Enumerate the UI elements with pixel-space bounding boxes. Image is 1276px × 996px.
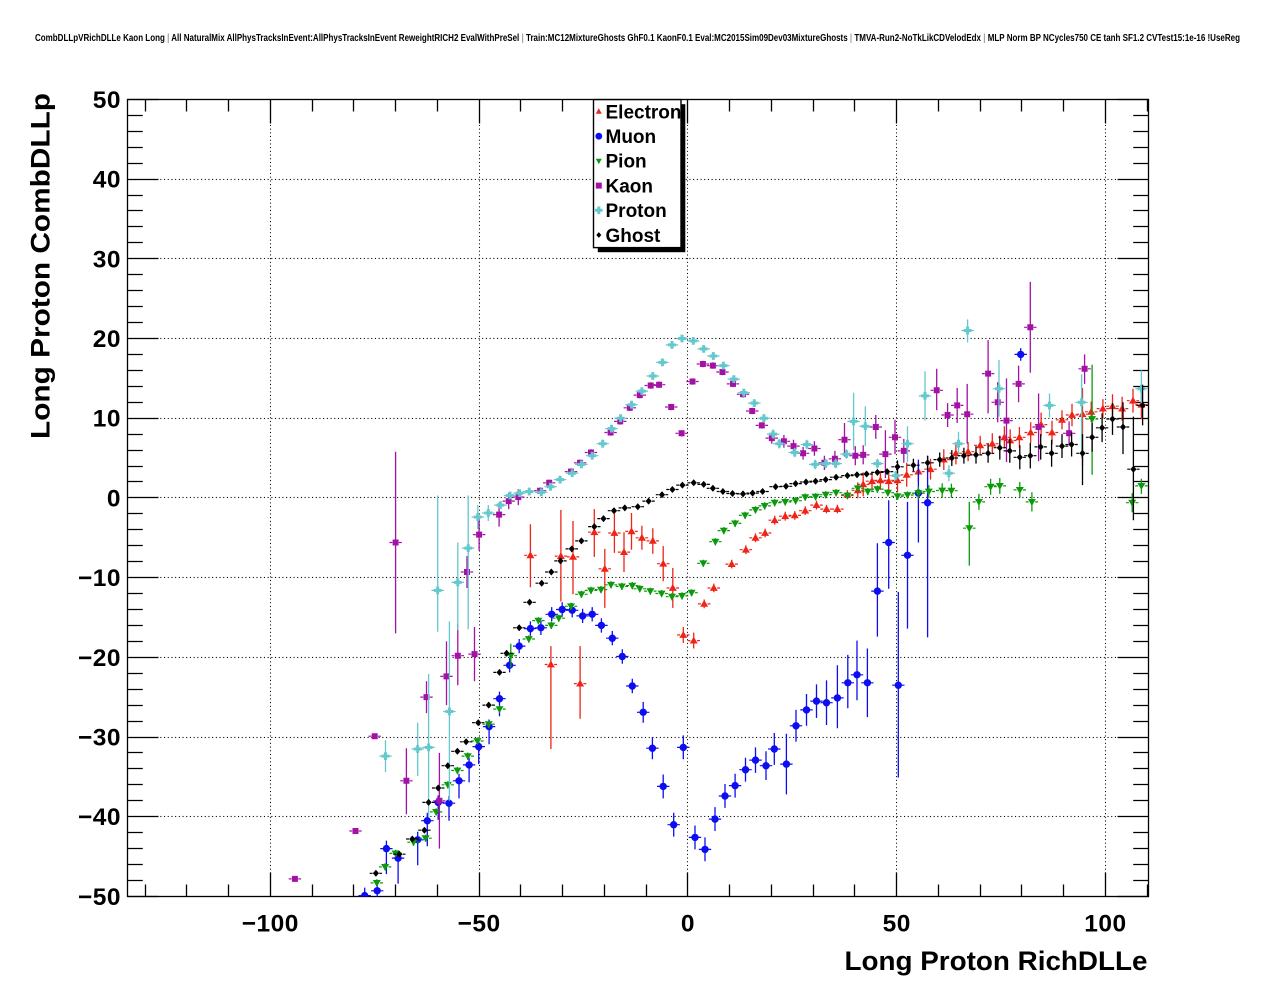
svg-text:0: 0 (107, 485, 121, 512)
svg-text:Muon: Muon (606, 127, 657, 148)
svg-text:−100: −100 (242, 911, 299, 938)
svg-text:50: 50 (93, 87, 121, 114)
svg-text:Long Proton CombDLLp: Long Proton CombDLLp (26, 93, 56, 439)
svg-text:30: 30 (93, 246, 121, 273)
svg-text:−20: −20 (78, 645, 121, 672)
svg-text:−30: −30 (78, 725, 121, 752)
svg-text:−50: −50 (458, 911, 501, 938)
svg-text:Proton: Proton (606, 201, 667, 222)
svg-text:10: 10 (93, 406, 121, 433)
svg-text:Long Proton RichDLLe: Long Proton RichDLLe (845, 946, 1148, 976)
svg-text:40: 40 (93, 167, 121, 194)
svg-text:100: 100 (1084, 911, 1126, 938)
svg-text:Electron: Electron (606, 102, 682, 123)
svg-text:−50: −50 (78, 884, 121, 911)
svg-text:20: 20 (93, 326, 121, 353)
svg-text:Kaon: Kaon (606, 176, 654, 197)
svg-text:0: 0 (681, 911, 695, 938)
svg-text:Pion: Pion (606, 152, 647, 173)
svg-text:−40: −40 (78, 804, 121, 831)
svg-text:−10: −10 (78, 565, 121, 592)
svg-text:CombDLLpVRichDLLe Kaon Long |: CombDLLpVRichDLLe Kaon Long | All Natura… (35, 32, 1240, 44)
svg-text:Ghost: Ghost (606, 226, 662, 247)
svg-text:50: 50 (883, 911, 911, 938)
